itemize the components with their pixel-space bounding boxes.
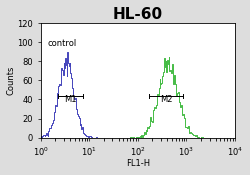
Text: M2: M2 — [160, 95, 172, 104]
Text: control: control — [48, 39, 77, 48]
X-axis label: FL1-H: FL1-H — [126, 159, 150, 168]
Title: HL-60: HL-60 — [113, 7, 163, 22]
Text: M1: M1 — [64, 95, 77, 104]
Y-axis label: Counts: Counts — [7, 66, 16, 95]
